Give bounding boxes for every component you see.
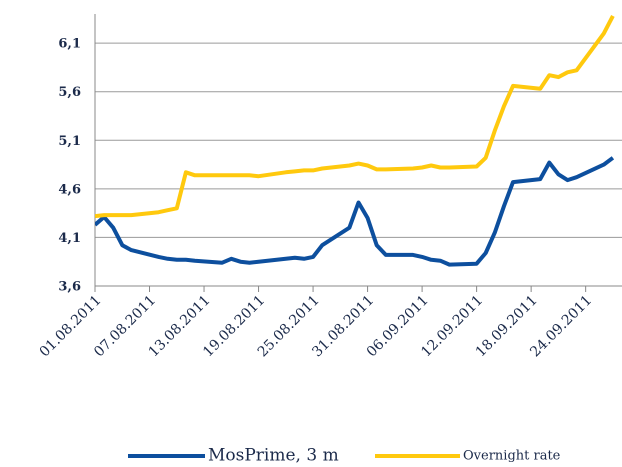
y-tick-label: 4,1 — [58, 231, 81, 246]
y-tick-label: 5,1 — [58, 134, 81, 149]
y-tick-label: 3,6 — [58, 280, 81, 295]
legend-label: MosPrime, 3 m — [208, 446, 339, 466]
plot-area — [95, 14, 615, 267]
series-line — [95, 156, 615, 267]
series-line — [95, 14, 615, 219]
y-tick-label: 6,1 — [58, 37, 81, 52]
y-tick-label: 5,6 — [58, 85, 81, 100]
legend-label: Overnight rate — [463, 449, 561, 464]
y-tick-label: 4,6 — [58, 182, 81, 197]
